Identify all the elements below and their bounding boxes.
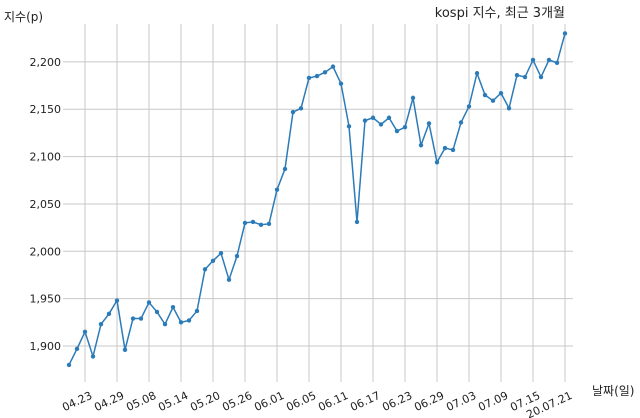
x-tick-label: 06.11: [316, 389, 350, 414]
x-tick-label: 05.08: [124, 389, 158, 414]
x-tick-label: 06.23: [380, 389, 414, 414]
data-point: [122, 347, 128, 352]
data-point: [138, 316, 144, 321]
x-tick-label: 06.01: [252, 389, 286, 414]
x-tick-labels: 04.2304.2905.0805.1405.2005.2606.0106.05…: [60, 389, 574, 418]
data-point: [498, 90, 504, 96]
y-tick-labels: 1,900 1,950 2,000 2,050 2,100 2,150 2,200: [30, 56, 62, 353]
y-tick-label: 2,000: [30, 245, 62, 258]
data-point: [66, 362, 72, 368]
data-point: [234, 253, 240, 259]
data-point: [290, 109, 296, 115]
data-point: [458, 120, 464, 125]
x-tick-label: 04.23: [60, 389, 94, 414]
data-point: [490, 98, 496, 103]
data-point: [282, 166, 288, 172]
data-point: [354, 219, 360, 225]
data-point: [322, 70, 328, 75]
data-point: [186, 318, 192, 323]
data-point: [314, 73, 320, 79]
data-point: [210, 258, 216, 263]
data-point: [242, 220, 248, 226]
data-point: [426, 121, 432, 126]
y-tick-label: 1,900: [30, 340, 62, 353]
data-point: [394, 128, 400, 134]
data-point: [546, 57, 552, 63]
y-tick-label: 2,150: [30, 103, 62, 116]
y-tick-label: 1,950: [30, 293, 62, 306]
data-point: [266, 221, 272, 227]
x-axis-label: 날짜(일): [592, 384, 634, 398]
data-point: [146, 300, 152, 305]
data-point: [362, 118, 368, 123]
data-point: [114, 298, 120, 303]
data-point: [98, 322, 104, 327]
data-point: [82, 329, 88, 334]
data-point: [178, 320, 184, 325]
y-tick-label: 2,100: [30, 151, 62, 164]
data-point: [506, 106, 512, 111]
x-tick-label: 05.20: [188, 389, 222, 414]
data-point: [330, 64, 336, 69]
data-point: [530, 57, 536, 63]
data-point: [154, 309, 160, 315]
data-point: [130, 316, 136, 321]
data-point: [258, 222, 264, 227]
data-point: [474, 71, 480, 76]
data-point: [306, 75, 312, 81]
data-point: [466, 104, 472, 109]
grid: [63, 24, 573, 382]
data-point: [386, 115, 392, 120]
x-tick-label: 06.17: [348, 389, 382, 414]
x-tick-label: 06.29: [412, 389, 446, 414]
data-point: [402, 125, 408, 130]
data-point: [106, 311, 112, 317]
data-point: [418, 143, 424, 148]
data-point: [202, 267, 208, 272]
data-point: [434, 160, 440, 165]
y-tick-label: 2,200: [30, 56, 62, 69]
data-point: [346, 124, 352, 129]
data-point: [90, 354, 96, 359]
series-line: [68, 33, 566, 366]
x-tick-label: 04.29: [92, 389, 126, 414]
data-point: [554, 60, 560, 66]
series-points: [66, 31, 568, 368]
data-point: [514, 72, 520, 78]
x-tick-label: 05.14: [156, 389, 190, 414]
x-tick-label: 07.09: [476, 389, 510, 414]
data-point: [274, 187, 280, 192]
data-point: [562, 31, 568, 36]
data-point: [74, 346, 80, 352]
data-point: [162, 322, 168, 327]
data-point: [338, 81, 344, 86]
chart-title: kospi 지수, 최근 3개월: [435, 6, 565, 21]
data-point: [194, 308, 200, 314]
data-point: [378, 122, 384, 127]
data-point: [370, 115, 376, 120]
data-point: [250, 219, 256, 225]
x-tick-label: 06.05: [284, 389, 318, 414]
data-point: [538, 74, 544, 80]
x-tick-label: 05.26: [220, 389, 254, 414]
data-point: [298, 106, 304, 111]
data-point: [450, 147, 456, 153]
data-point: [218, 251, 224, 256]
data-point: [522, 74, 528, 80]
data-point: [410, 95, 416, 101]
y-axis-label: 지수(p): [4, 10, 43, 24]
y-tick-label: 2,050: [30, 198, 62, 211]
data-point: [442, 145, 448, 151]
data-point: [170, 304, 176, 310]
data-point: [226, 277, 232, 282]
data-point: [482, 92, 488, 98]
x-tick-label: 07.03: [444, 389, 478, 414]
